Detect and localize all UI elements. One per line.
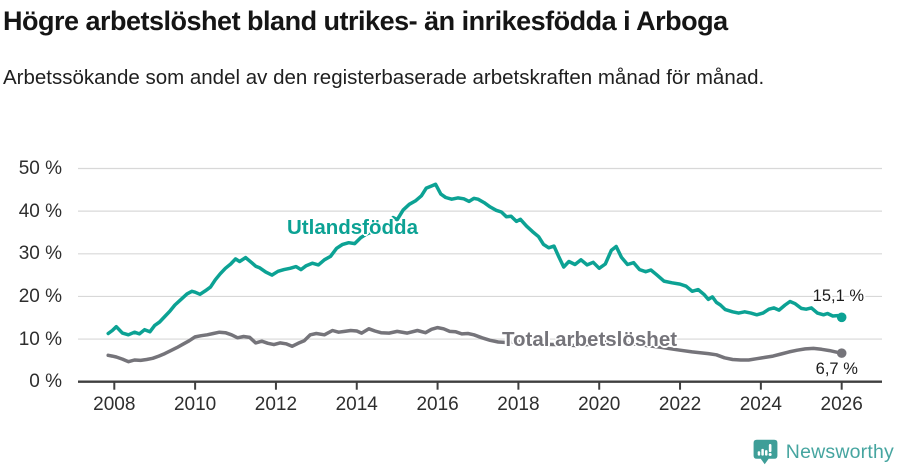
x-axis-label: 2020	[578, 394, 621, 415]
y-axis-label: 30 %	[18, 243, 62, 265]
end-value-label-total: 6,7 %	[815, 360, 858, 379]
x-axis-label: 2026	[820, 394, 863, 415]
x-axis-label: 2016	[416, 394, 459, 415]
end-value-label-utlandsfodda: 15,1 %	[812, 287, 865, 306]
chart-title: Högre arbetslöshet bland utrikes- än inr…	[3, 6, 728, 36]
x-axis-label: 2018	[497, 394, 540, 415]
brand-name: Newsworthy	[785, 440, 894, 463]
end-dot-0	[836, 312, 847, 323]
y-axis-label: 20 %	[18, 285, 62, 307]
y-axis-label: 40 %	[18, 200, 62, 222]
series-line-1	[106, 325, 844, 364]
x-axis-label: 2012	[254, 394, 298, 415]
x-axis-label: 2024	[739, 394, 782, 415]
brand-footer: Newsworthy	[752, 437, 894, 467]
end-dot-1	[836, 348, 847, 358]
series-line-0	[106, 182, 844, 337]
x-axis-label: 2010	[173, 394, 217, 415]
series-label-total-arbetsloshet: Total arbetslöshet	[502, 328, 678, 351]
y-axis-label: 10 %	[18, 328, 62, 350]
newsworthy-logo-icon	[753, 439, 778, 465]
series-label-utlandsfodda: Utlandsfödda	[287, 216, 418, 239]
x-axis-label: 2022	[658, 394, 702, 415]
chart-subtitle: Arbetssökande som andel av den registerb…	[3, 66, 765, 89]
x-axis-label: 2008	[93, 394, 136, 415]
y-axis-label: 50 %	[18, 158, 62, 180]
x-axis-label: 2014	[335, 394, 378, 415]
y-axis-label: 0 %	[29, 371, 62, 393]
